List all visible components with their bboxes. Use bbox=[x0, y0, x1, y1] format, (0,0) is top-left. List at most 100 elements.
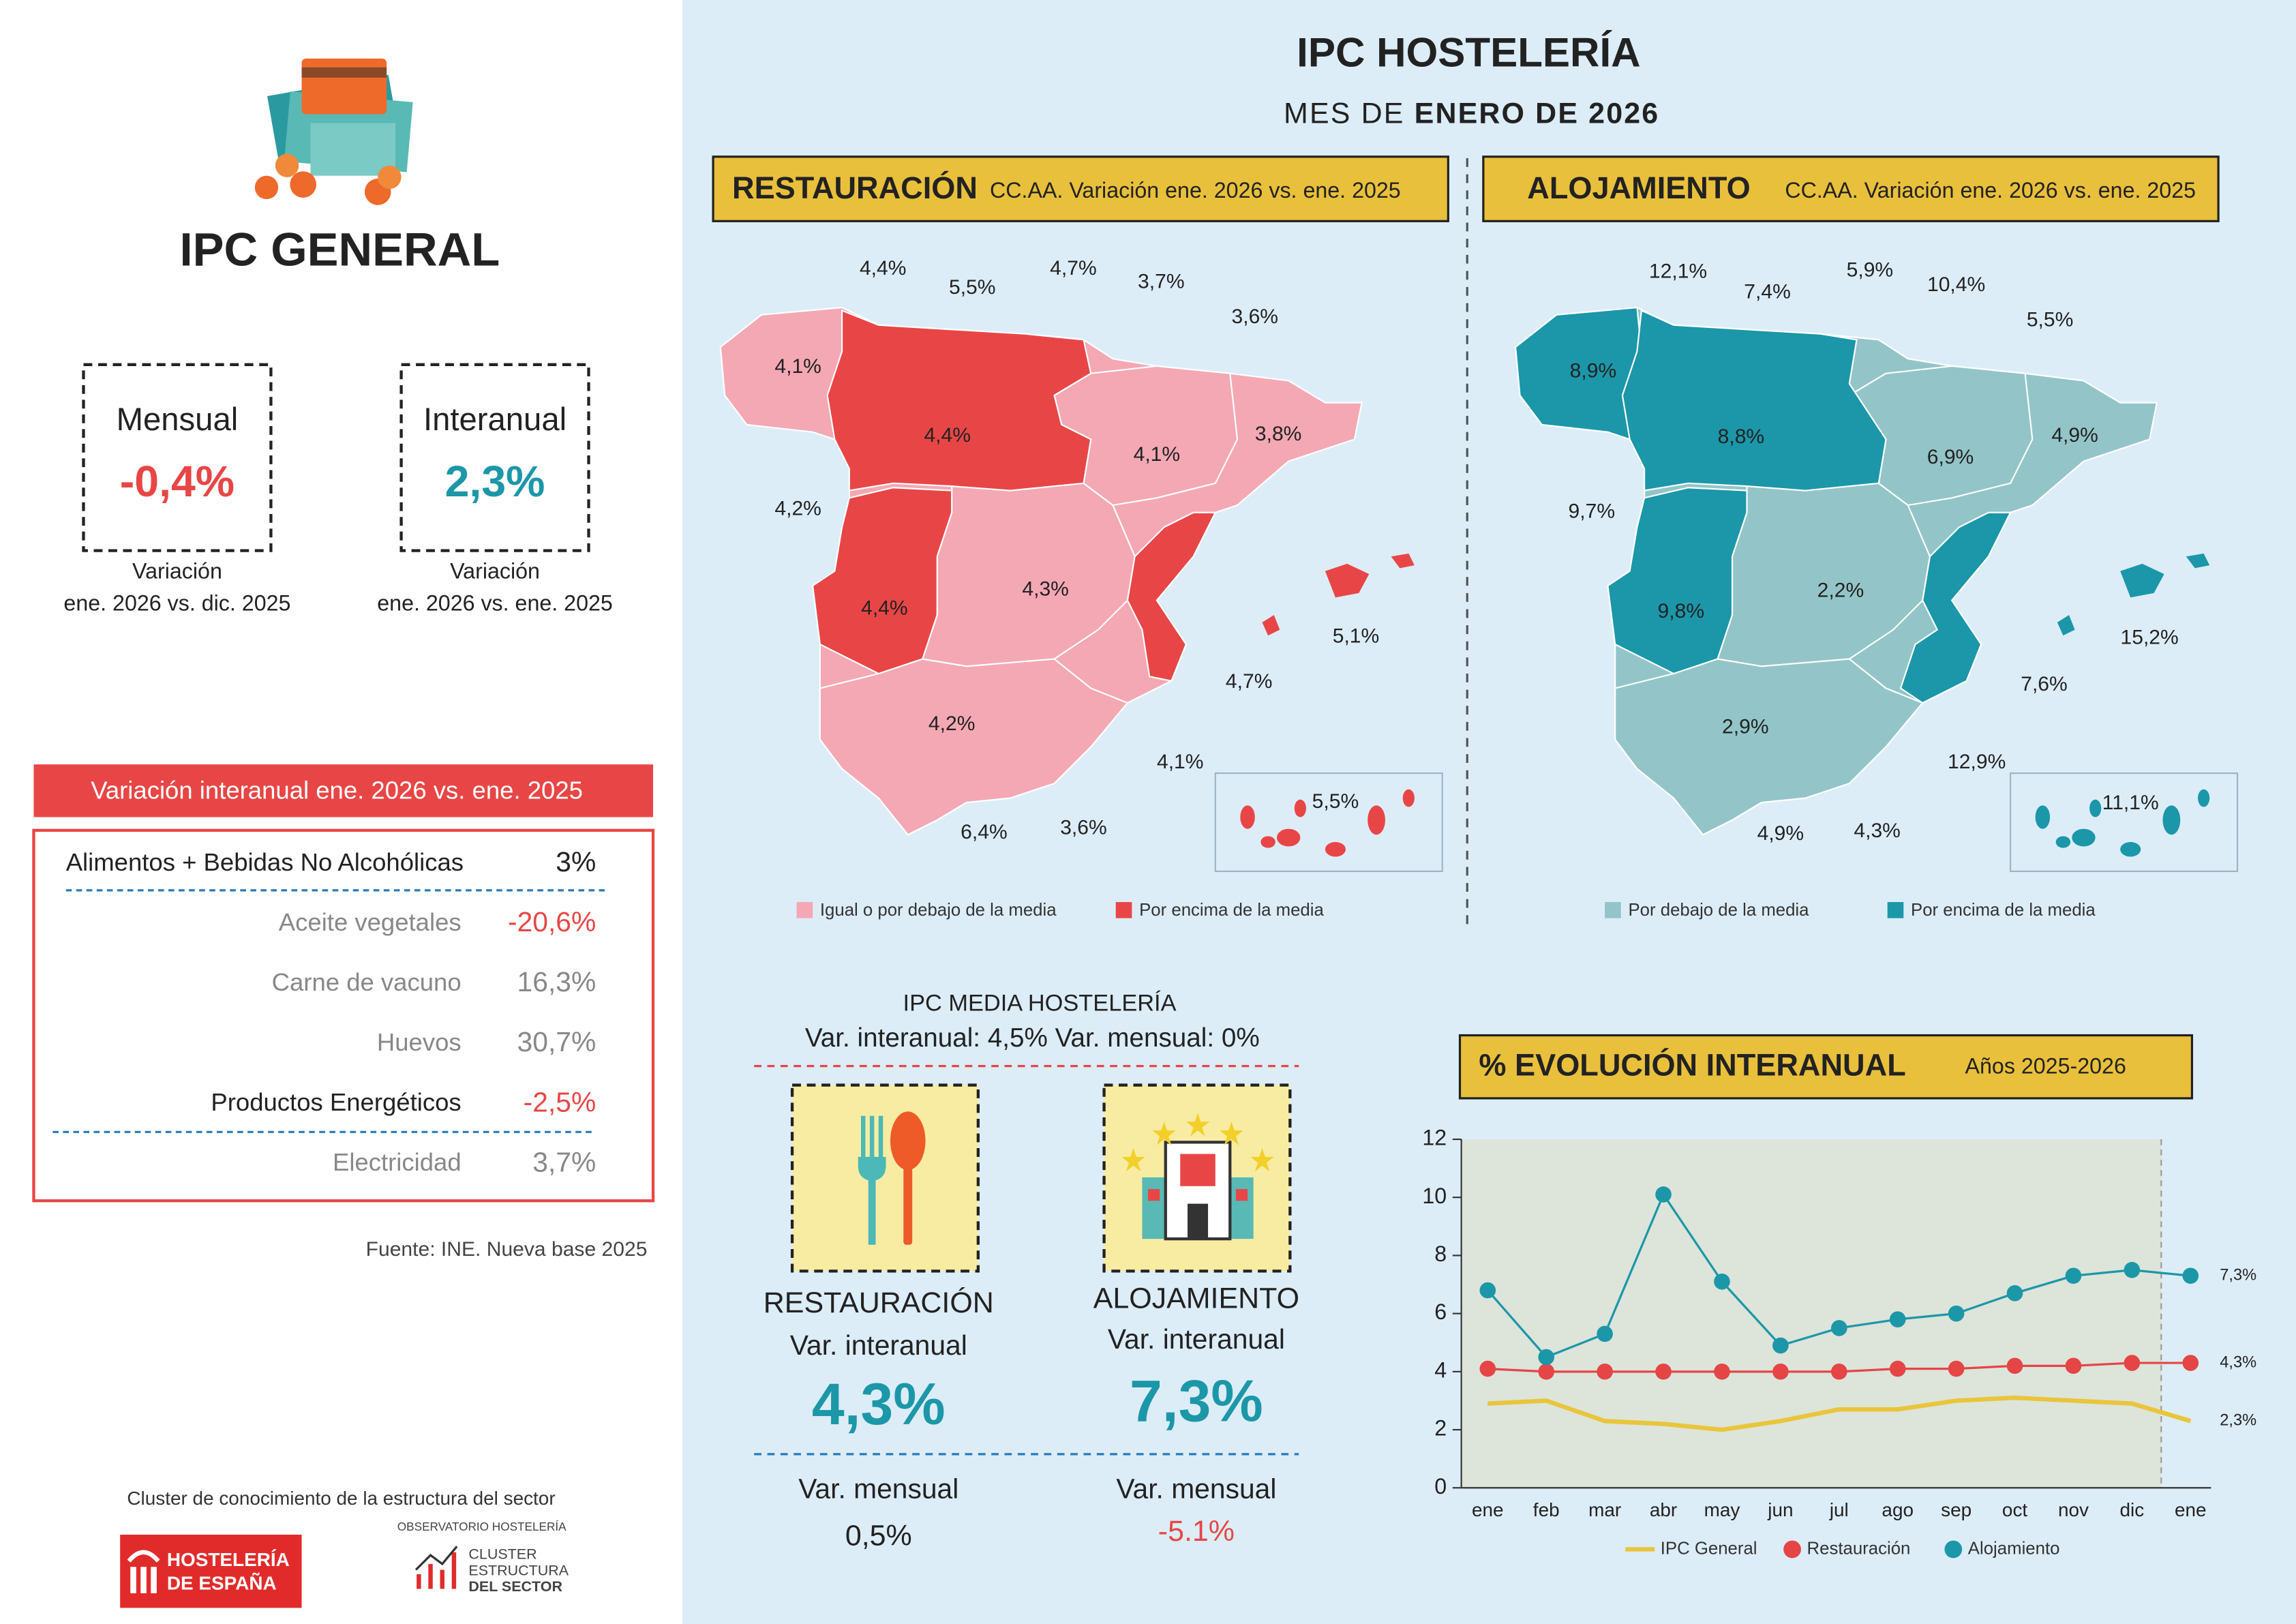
island bbox=[1262, 615, 1280, 636]
logo-text: ESTRUCTURA bbox=[468, 1562, 569, 1578]
island bbox=[1325, 563, 1370, 598]
series-point bbox=[2124, 1355, 2141, 1371]
map-label: 3,7% bbox=[1138, 270, 1185, 292]
island bbox=[1391, 553, 1415, 569]
source: Fuente: INE. Nueva base 2025 bbox=[366, 1238, 648, 1261]
map-label: 5,5% bbox=[949, 276, 996, 299]
map-label: 4,9% bbox=[1757, 822, 1804, 845]
map-label: 4,7% bbox=[1050, 257, 1097, 280]
series-point bbox=[1538, 1349, 1555, 1366]
table-row-label: Carne de vacuno bbox=[272, 968, 462, 996]
y-tick-label: 10 bbox=[1422, 1184, 1447, 1208]
x-tick-label: oct bbox=[2002, 1499, 2027, 1520]
region bbox=[819, 658, 1129, 836]
map-label: 4,4% bbox=[924, 424, 971, 447]
canarias-inset bbox=[2010, 772, 2239, 873]
map-label: 4,3% bbox=[1022, 578, 1069, 601]
region bbox=[1621, 309, 1887, 492]
island bbox=[2186, 553, 2210, 569]
map-label: 4,4% bbox=[861, 597, 908, 619]
subtitle: MES DE ENERO DE 2026 bbox=[1284, 97, 1659, 130]
box-value: -0,4% bbox=[120, 457, 235, 506]
legend-swatch bbox=[1887, 902, 1904, 918]
canarias-inset bbox=[1214, 772, 1443, 873]
series-point bbox=[1830, 1320, 1847, 1336]
box-note: ene. 2026 vs. ene. 2025 bbox=[377, 591, 613, 616]
map-label: 7,6% bbox=[2021, 673, 2068, 695]
island bbox=[1294, 799, 1306, 817]
mensual-box bbox=[82, 363, 273, 552]
x-tick-label: feb bbox=[1533, 1499, 1560, 1520]
island bbox=[1240, 805, 1255, 829]
island bbox=[2035, 805, 2051, 829]
island bbox=[2120, 842, 2141, 857]
series-point bbox=[1889, 1311, 1906, 1327]
media-value: 0,5% bbox=[845, 1520, 912, 1552]
legend-label: Restauración bbox=[1807, 1539, 1911, 1558]
hotel-icon bbox=[1121, 1113, 1274, 1241]
chart-subtitle: Años 2025-2026 bbox=[1965, 1053, 2126, 1078]
map-label: 4,2% bbox=[928, 712, 976, 735]
legend-label: Por encima de la media bbox=[1139, 901, 1324, 920]
table-row-label: Electricidad bbox=[333, 1148, 462, 1176]
x-tick-label: jun bbox=[1767, 1499, 1793, 1520]
island bbox=[2089, 799, 2102, 817]
x-tick-label: sep bbox=[1941, 1499, 1972, 1520]
series-point bbox=[1772, 1364, 1789, 1380]
x-tick-label: nov bbox=[2058, 1499, 2089, 1520]
series-point bbox=[2065, 1267, 2082, 1284]
island bbox=[2162, 805, 2181, 835]
box-label: Interanual bbox=[423, 402, 567, 438]
subtitle-prefix: MES DE bbox=[1284, 97, 1405, 130]
island bbox=[1368, 805, 1385, 835]
subtitle-bold: ENERO DE 2026 bbox=[1415, 97, 1660, 130]
island bbox=[1260, 836, 1275, 848]
map-label: 4,2% bbox=[774, 497, 821, 520]
legend-marker bbox=[1783, 1540, 1801, 1559]
series-point bbox=[2124, 1261, 2141, 1278]
plot-background bbox=[1461, 1139, 2162, 1488]
y-tick-label: 12 bbox=[1422, 1126, 1447, 1150]
series-point bbox=[2006, 1285, 2023, 1302]
map-label: 6,4% bbox=[961, 821, 1008, 843]
map-label: 11,1% bbox=[2102, 792, 2159, 814]
y-tick-label: 8 bbox=[1434, 1242, 1447, 1266]
chart-title: % EVOLUCIÓN INTERANUAL bbox=[1479, 1048, 1905, 1083]
media-label: Var. mensual bbox=[798, 1473, 958, 1504]
region bbox=[1126, 511, 1217, 682]
map-label: 5,5% bbox=[1312, 790, 1359, 813]
island bbox=[2198, 789, 2210, 807]
map-title: ALOJAMIENTO bbox=[1527, 170, 1750, 205]
x-tick-label: ene bbox=[2175, 1499, 2207, 1520]
box-label: Mensual bbox=[117, 402, 239, 438]
region bbox=[1899, 511, 2012, 704]
series-point bbox=[1714, 1364, 1730, 1380]
maps bbox=[719, 306, 2210, 857]
island bbox=[2057, 615, 2075, 636]
series-point bbox=[2065, 1357, 2082, 1374]
series-point bbox=[1655, 1364, 1672, 1380]
series-point bbox=[1948, 1305, 1965, 1322]
y-tick-label: 0 bbox=[1434, 1474, 1447, 1499]
table-row-value: 3% bbox=[556, 846, 596, 877]
value-label: 7,3% bbox=[2220, 1267, 2256, 1284]
map-label: 12,1% bbox=[1649, 260, 1707, 282]
map-label: 4,1% bbox=[1157, 751, 1204, 773]
box-note: Variación bbox=[450, 558, 540, 583]
table-row-value: -20,6% bbox=[508, 906, 596, 937]
y-tick-label: 6 bbox=[1434, 1299, 1447, 1324]
series-point bbox=[1714, 1273, 1730, 1290]
footer-text: Cluster de conocimiento de la estructura… bbox=[127, 1488, 555, 1509]
x-tick-label: ago bbox=[1882, 1499, 1914, 1520]
legend-swatch bbox=[1115, 902, 1132, 918]
media-title: IPC MEDIA HOSTELERÍA bbox=[903, 990, 1177, 1017]
map-label: 5,9% bbox=[1847, 258, 1894, 281]
map-label: 5,5% bbox=[2027, 308, 2074, 331]
logo-text: CLUSTER bbox=[468, 1546, 537, 1563]
logo-cluster-mark bbox=[414, 1546, 458, 1589]
island bbox=[2072, 828, 2096, 847]
map-label: 7,4% bbox=[1744, 281, 1791, 303]
map-header-box bbox=[712, 155, 1449, 222]
table-row-label: Alimentos + Bebidas No Alcohólicas bbox=[66, 848, 464, 876]
value-label: 4,3% bbox=[2220, 1353, 2256, 1371]
